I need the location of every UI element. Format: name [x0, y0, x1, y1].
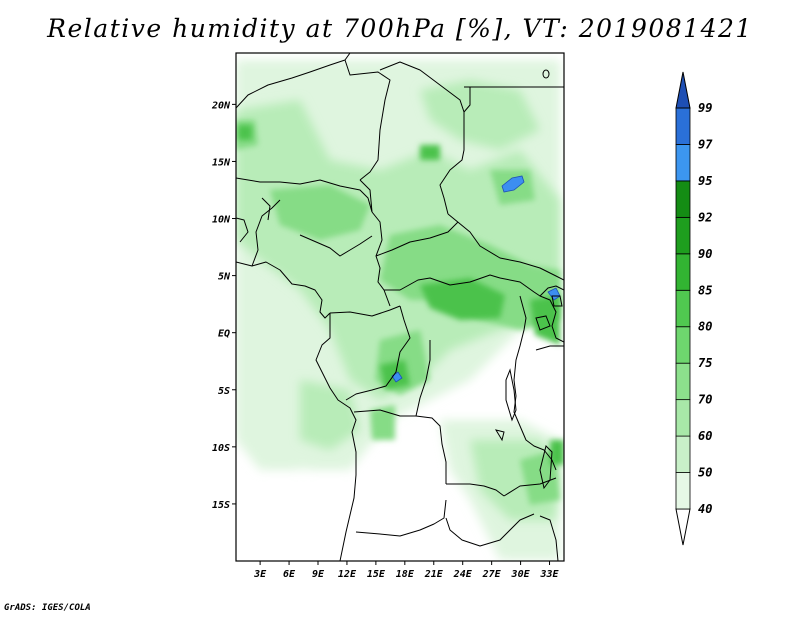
- colorbar: 40 50 60 70 75 80 85 90 92 95 97 99: [675, 71, 713, 546]
- colorbar-segment: [675, 326, 691, 364]
- colorbar-segment: [675, 399, 691, 437]
- colorbar-segment: [675, 289, 691, 328]
- colorbar-level-label: 40: [698, 502, 712, 516]
- colorbar-segment: [675, 472, 691, 510]
- lon-tick-label: 18E: [396, 569, 415, 580]
- lon-tick-label: 9E: [312, 569, 325, 580]
- colorbar-level-label: 80: [698, 320, 712, 334]
- colorbar-level-label: 50: [698, 466, 712, 480]
- chart-title: Relative humidity at 700hPa [%], VT: 201…: [47, 14, 753, 43]
- lat-tick-label: 15S: [212, 500, 230, 511]
- lat-tick-label: 15N: [212, 157, 231, 168]
- latitude-axis: 20N 15N 10N 5N EQ 5S 10S 15S: [211, 100, 236, 511]
- colorbar-segment: [675, 144, 691, 182]
- colorbar-level-label: 70: [698, 393, 712, 407]
- colorbar-level-label: 99: [698, 101, 712, 115]
- lon-tick-label: 27E: [482, 569, 502, 580]
- lat-tick-label: 10S: [212, 443, 230, 454]
- colorbar-level-label: 75: [698, 356, 712, 370]
- lon-tick-label: 24E: [453, 569, 473, 580]
- longitude-axis: 3E 6E 9E 12E 15E 18E 21E 24E 27E 30E 33E: [253, 561, 560, 580]
- colorbar-min-triangle: [675, 508, 691, 546]
- lat-tick-label: 10N: [212, 215, 231, 226]
- colorbar-segment: [675, 362, 691, 401]
- lon-tick-label: 30E: [511, 569, 531, 580]
- lon-tick-label: 12E: [338, 569, 357, 580]
- lat-tick-label: EQ: [218, 329, 230, 340]
- lon-tick-label: 15E: [367, 569, 386, 580]
- lon-tick-label: 33E: [539, 569, 559, 580]
- colorbar-segment: [675, 253, 691, 291]
- map-frame: [235, 52, 565, 562]
- colorbar-level-label: 92: [698, 210, 712, 224]
- colorbar-level-label: 85: [698, 283, 712, 297]
- colorbar-level-label: 97: [698, 137, 713, 151]
- lon-tick-label: 21E: [424, 569, 444, 580]
- lon-tick-label: 6E: [283, 569, 296, 580]
- humidity-field: [236, 53, 564, 561]
- lat-tick-label: 20N: [211, 100, 231, 111]
- colorbar-segment: [675, 107, 691, 145]
- colorbar-max-triangle: [675, 71, 691, 109]
- colorbar-segment: [675, 180, 691, 218]
- colorbar-level-label: 95: [698, 174, 712, 188]
- colorbar-segment: [675, 216, 691, 255]
- lon-tick-label: 3E: [253, 569, 267, 580]
- lat-tick-label: 5S: [218, 386, 230, 397]
- colorbar-level-label: 60: [698, 429, 712, 443]
- colorbar-level-label: 90: [698, 247, 712, 261]
- colorbar-segment: [675, 435, 691, 473]
- lat-tick-label: 5N: [218, 272, 231, 283]
- grads-credit: GrADS: IGES/COLA: [4, 603, 91, 613]
